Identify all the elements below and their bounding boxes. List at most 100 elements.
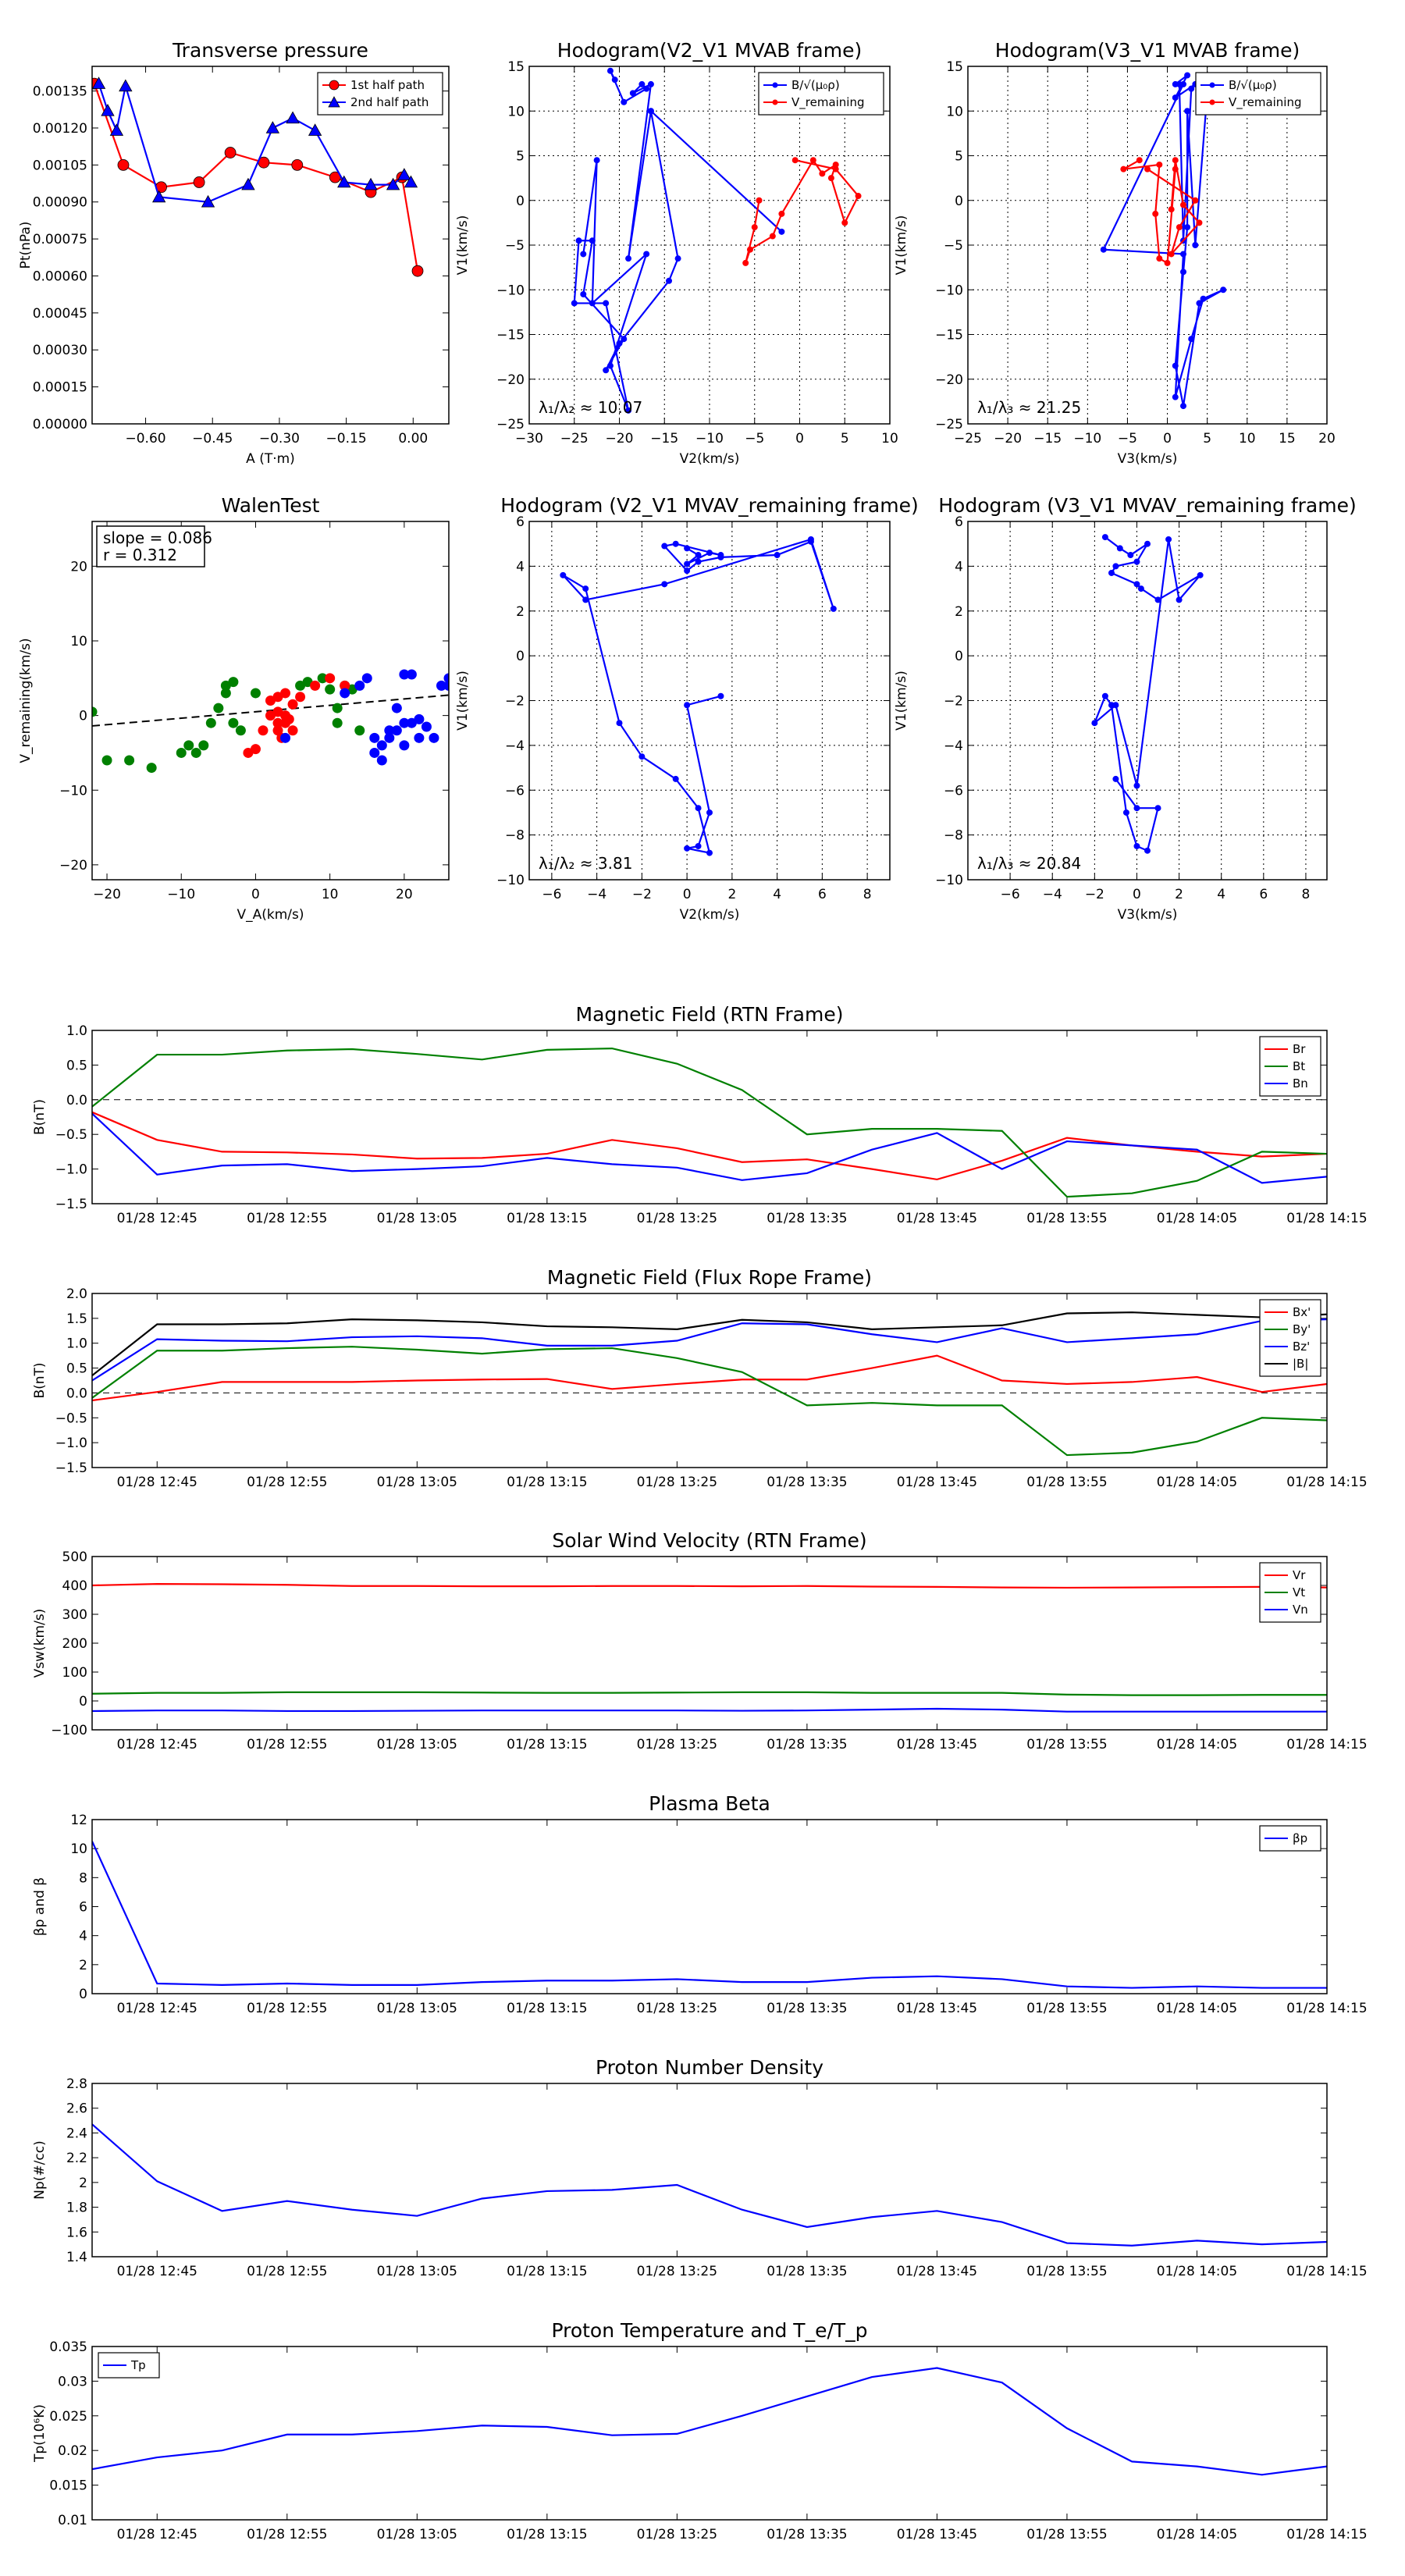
y-tick-label: 0.0: [66, 1386, 87, 1401]
chart-title: Hodogram(V2_V1 MVAB frame): [557, 39, 862, 62]
data-point: [1180, 201, 1186, 208]
y-tick-label: −1.0: [55, 1162, 87, 1178]
x-tick-label: −4: [587, 887, 606, 902]
y-tick-label: −25: [496, 417, 525, 432]
data-point: [807, 535, 814, 543]
y-tick-label: 4: [79, 1929, 87, 1944]
data-point: [1137, 585, 1144, 592]
chart-title: Magnetic Field (Flux Rope Frame): [547, 1266, 872, 1289]
y-tick-label: 1.0: [66, 1336, 87, 1352]
y-tick-label: −8: [944, 828, 963, 844]
data-point: [337, 175, 351, 188]
y-axis-label: V_remaining(km/s): [18, 638, 34, 763]
x-tick-label: 01/28 14:15: [1286, 2264, 1367, 2279]
x-tick-label: 01/28 14:05: [1157, 2001, 1237, 2016]
y-tick-label: −20: [496, 372, 525, 388]
x-tick-label: 20: [1318, 431, 1336, 447]
y-tick-label: 0.03: [58, 2374, 87, 2389]
y-axis-label: Tp(10⁶K): [32, 2404, 48, 2463]
data-point: [672, 540, 679, 547]
series-line: [92, 2123, 1327, 2247]
x-tick-label: 01/28 13:35: [767, 2264, 847, 2279]
x-tick-label: 01/28 12:45: [117, 1475, 197, 1490]
data-point: [621, 98, 628, 105]
y-tick-label: 0.00105: [33, 158, 87, 173]
y-tick-label: −100: [51, 1723, 87, 1738]
x-tick-label: 01/28 14:05: [1157, 1211, 1237, 1226]
x-tick-label: 10: [881, 431, 898, 447]
series-line: [92, 1047, 1327, 1198]
data-point: [684, 545, 691, 552]
series-line: [92, 2367, 1327, 2476]
panel-walen-test: WalenTest −20 −10 0 10 20 −20 −10 0 10 20 V_A(km/s)…: [18, 494, 450, 923]
annotation-text: λ₁/λ₂ ≈ 3.81: [539, 854, 632, 873]
data-point: [228, 717, 239, 728]
y-tick-label: 0: [955, 194, 963, 209]
data-point: [340, 680, 350, 691]
plot-area: [92, 76, 424, 277]
y-tick-label: 0: [516, 194, 525, 209]
series-line: [92, 1112, 1327, 1184]
y-tick-label: −20: [935, 372, 963, 388]
x-tick-label: 01/28 13:05: [377, 1211, 457, 1226]
y-tick-label: 5: [516, 149, 525, 165]
x-tick-label: 01/28 13:55: [1026, 1737, 1107, 1752]
x-tick-label: 5: [1203, 431, 1211, 447]
y-tick-label: 10: [946, 104, 963, 119]
chart-title: Transverse pressure: [172, 39, 368, 62]
y-tick-label: 10: [70, 634, 87, 649]
data-point: [283, 713, 294, 724]
data-point: [391, 703, 402, 713]
y-tick-label: 500: [62, 1550, 87, 1565]
data-point: [1120, 165, 1127, 173]
y-tick-label: 2.8: [66, 2076, 87, 2092]
data-point: [589, 237, 596, 244]
data-point: [1112, 563, 1119, 570]
data-point: [791, 157, 799, 164]
x-tick-label: 01/28 13:55: [1026, 1211, 1107, 1226]
data-point: [364, 177, 378, 190]
data-point: [384, 732, 395, 743]
chart-title: Hodogram(V3_V1 MVAB frame): [995, 39, 1300, 62]
x-tick-label: −25: [560, 431, 589, 447]
data-point: [625, 407, 632, 414]
data-point: [593, 157, 600, 164]
y-tick-label: 400: [62, 1578, 87, 1594]
data-point: [647, 80, 654, 87]
x-tick-label: 01/28 14:05: [1157, 2264, 1237, 2279]
y-axis-label: B(nT): [32, 1099, 48, 1135]
data-point: [287, 699, 298, 710]
x-tick-label: −2: [1085, 887, 1104, 902]
plot-frame: [91, 2083, 1328, 2258]
data-point: [1188, 85, 1195, 92]
y-tick-label: 0: [516, 649, 525, 664]
y-tick-label: 12: [70, 1813, 87, 1828]
panel-plasma-beta: Plasma Beta 01/28 12:45 01/28 12:55 01/28 1…: [32, 1792, 1368, 2016]
data-point: [1196, 219, 1203, 226]
legend-box: [1195, 72, 1321, 116]
x-axis-label: V3(km/s): [1118, 451, 1178, 467]
x-tick-label: 01/28 14:05: [1157, 2527, 1237, 2542]
data-point: [1188, 336, 1195, 343]
y-tick-label: −10: [935, 283, 963, 298]
y-tick-label: −15: [935, 328, 963, 343]
y-tick-label: 0.00030: [33, 343, 87, 358]
data-point: [756, 197, 763, 204]
data-point: [580, 251, 587, 258]
y-tick-label: 0.00075: [33, 232, 87, 247]
y-tick-label: −0.5: [55, 1127, 87, 1143]
x-tick-label: 01/28 13:55: [1026, 2527, 1107, 2542]
data-point: [286, 111, 300, 124]
data-point: [616, 340, 623, 347]
y-tick-label: 2.4: [66, 2126, 87, 2141]
x-tick-label: −2: [632, 887, 652, 902]
x-tick-label: 20: [396, 887, 413, 902]
data-point: [205, 717, 216, 728]
data-point: [354, 725, 365, 736]
data-point: [1101, 534, 1108, 541]
data-point: [621, 336, 628, 343]
y-tick-label: 4: [516, 559, 525, 575]
data-point: [1144, 540, 1151, 547]
x-tick-label: −4: [1043, 887, 1062, 902]
x-tick-label: 01/28 13:25: [637, 1475, 717, 1490]
